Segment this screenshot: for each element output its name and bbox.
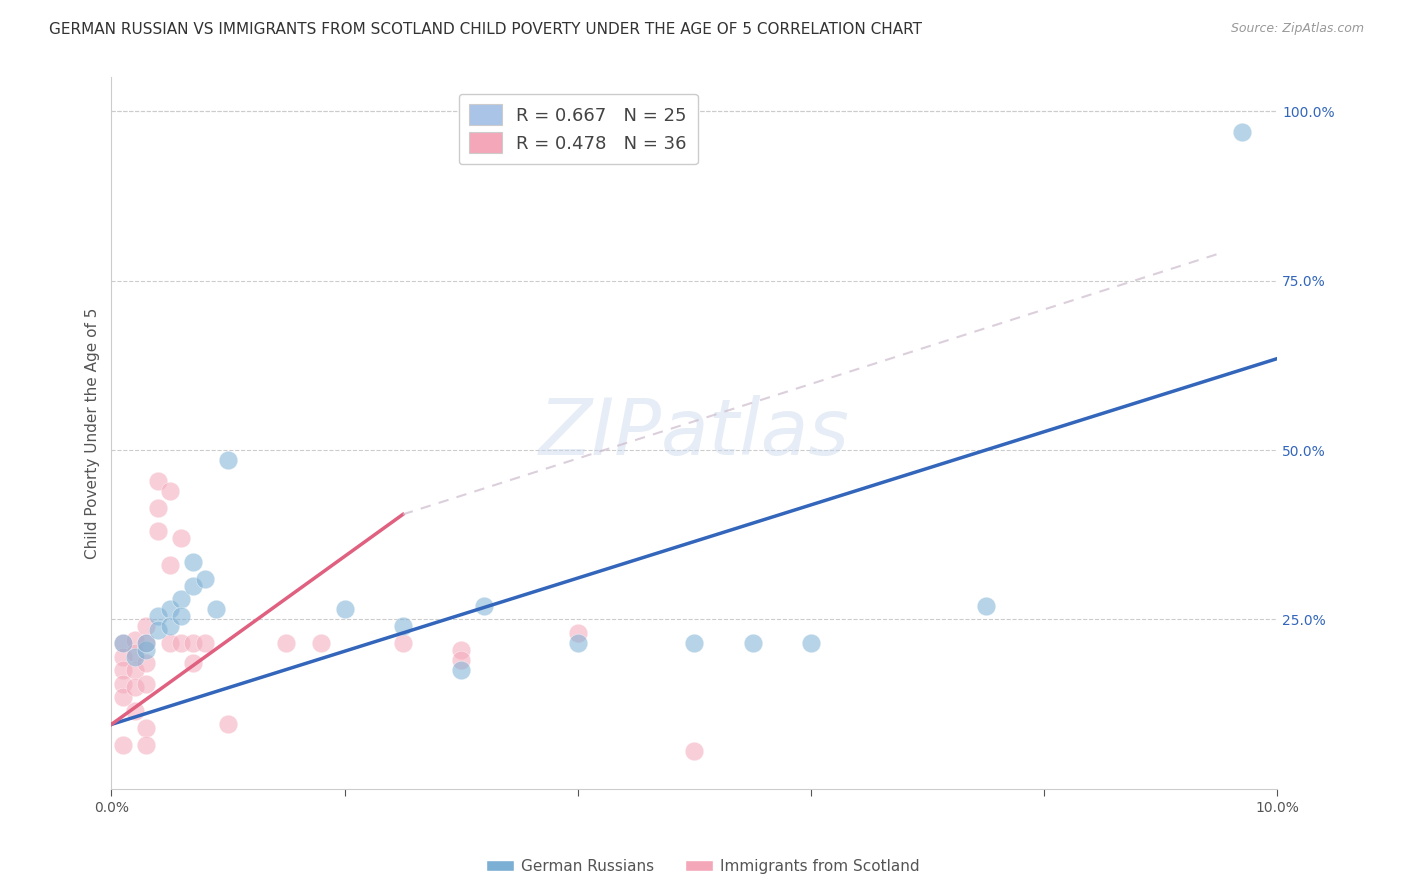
Point bbox=[450, 643, 472, 657]
Point bbox=[683, 636, 706, 650]
Point bbox=[194, 572, 217, 586]
Point bbox=[135, 677, 157, 691]
Legend: German Russians, Immigrants from Scotland: German Russians, Immigrants from Scotlan… bbox=[479, 853, 927, 880]
Point bbox=[170, 636, 193, 650]
Point bbox=[112, 738, 135, 752]
Point bbox=[159, 602, 181, 616]
Point bbox=[146, 609, 169, 624]
Point bbox=[124, 663, 146, 677]
Point bbox=[181, 578, 204, 592]
Point bbox=[474, 599, 496, 613]
Point bbox=[181, 555, 204, 569]
Point bbox=[1232, 125, 1254, 139]
Point bbox=[170, 531, 193, 545]
Point bbox=[741, 636, 763, 650]
Point bbox=[112, 649, 135, 664]
Point bbox=[567, 636, 589, 650]
Point bbox=[112, 636, 135, 650]
Point bbox=[146, 623, 169, 637]
Point bbox=[159, 558, 181, 573]
Point bbox=[112, 636, 135, 650]
Point bbox=[124, 646, 146, 660]
Point bbox=[146, 474, 169, 488]
Point bbox=[170, 592, 193, 607]
Point bbox=[135, 619, 157, 633]
Point bbox=[135, 643, 157, 657]
Point bbox=[112, 663, 135, 677]
Point bbox=[194, 636, 217, 650]
Point bbox=[974, 599, 997, 613]
Point bbox=[124, 680, 146, 694]
Point bbox=[450, 663, 472, 677]
Point bbox=[181, 657, 204, 671]
Point bbox=[450, 653, 472, 667]
Point bbox=[392, 636, 415, 650]
Y-axis label: Child Poverty Under the Age of 5: Child Poverty Under the Age of 5 bbox=[86, 308, 100, 558]
Text: GERMAN RUSSIAN VS IMMIGRANTS FROM SCOTLAND CHILD POVERTY UNDER THE AGE OF 5 CORR: GERMAN RUSSIAN VS IMMIGRANTS FROM SCOTLA… bbox=[49, 22, 922, 37]
Point bbox=[567, 626, 589, 640]
Point bbox=[159, 483, 181, 498]
Point bbox=[217, 717, 239, 731]
Point bbox=[205, 602, 228, 616]
Point bbox=[217, 453, 239, 467]
Point bbox=[276, 636, 298, 650]
Point bbox=[683, 744, 706, 758]
Point bbox=[146, 500, 169, 515]
Point bbox=[392, 619, 415, 633]
Point bbox=[309, 636, 332, 650]
Point bbox=[333, 602, 356, 616]
Point bbox=[146, 524, 169, 539]
Point bbox=[181, 636, 204, 650]
Point bbox=[135, 636, 157, 650]
Text: ZIPatlas: ZIPatlas bbox=[538, 395, 849, 471]
Point bbox=[124, 704, 146, 718]
Point bbox=[159, 636, 181, 650]
Legend: R = 0.667   N = 25, R = 0.478   N = 36: R = 0.667 N = 25, R = 0.478 N = 36 bbox=[458, 94, 697, 164]
Point bbox=[800, 636, 823, 650]
Point bbox=[112, 690, 135, 705]
Point bbox=[112, 677, 135, 691]
Point bbox=[135, 657, 157, 671]
Point bbox=[159, 619, 181, 633]
Point bbox=[170, 609, 193, 624]
Point bbox=[124, 632, 146, 647]
Point bbox=[135, 636, 157, 650]
Text: Source: ZipAtlas.com: Source: ZipAtlas.com bbox=[1230, 22, 1364, 36]
Point bbox=[135, 721, 157, 735]
Point bbox=[124, 649, 146, 664]
Point bbox=[135, 738, 157, 752]
